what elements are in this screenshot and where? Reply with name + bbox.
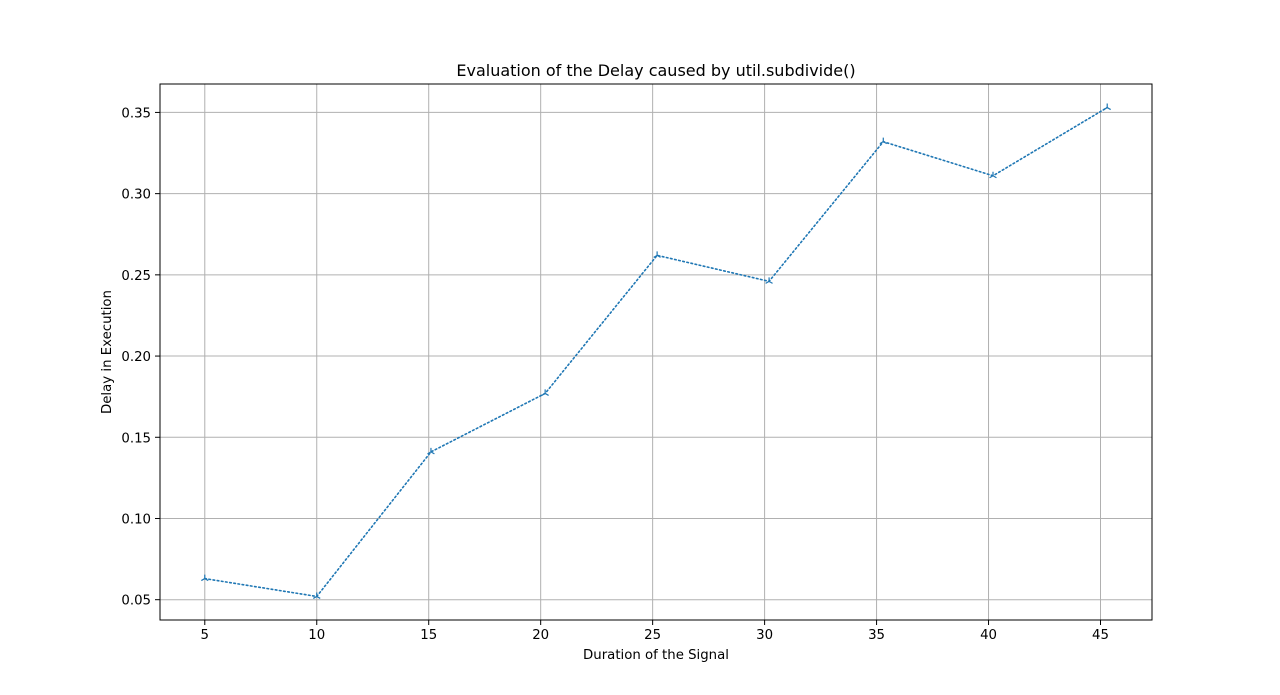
data-point-marker <box>201 574 209 582</box>
data-point-marker <box>312 592 321 599</box>
x-tick-label: 35 <box>868 628 885 643</box>
grid-lines <box>160 84 1152 620</box>
x-axis-label: Duration of the Signal <box>583 648 729 663</box>
x-tick-label: 20 <box>532 628 549 643</box>
data-point-marker <box>427 447 435 455</box>
x-tick-label: 40 <box>980 628 997 643</box>
y-axis-label: Delay in Execution <box>100 290 115 414</box>
y-tick-label: 0.10 <box>121 512 151 527</box>
y-tick-label: 0.05 <box>121 594 151 609</box>
data-point-marker <box>879 137 888 145</box>
data-point-marker <box>1103 103 1111 111</box>
data-point-marker <box>989 171 997 179</box>
y-tick-label: 0.30 <box>121 188 151 203</box>
x-tick-label: 5 <box>201 628 209 643</box>
chart-title: Evaluation of the Delay caused by util.s… <box>456 61 855 80</box>
y-tick-label: 0.20 <box>121 350 151 365</box>
x-tick-label: 15 <box>420 628 437 643</box>
x-tick-label: 10 <box>308 628 325 643</box>
data-point-marker <box>541 389 549 396</box>
x-tick-label: 45 <box>1092 628 1109 643</box>
y-tick-label: 0.25 <box>121 269 151 284</box>
x-tick-label: 30 <box>756 628 773 643</box>
data-series <box>201 103 1111 599</box>
x-tick-label: 25 <box>644 628 661 643</box>
data-point-marker <box>653 251 661 258</box>
axis-ticks: 5 10 15 20 25 30 35 40 45 0.05 0.10 0.15 0.20 0.25 0.3… <box>121 106 1109 643</box>
y-tick-label: 0.35 <box>121 106 151 121</box>
plot-area-frame <box>159 83 1153 621</box>
data-point-marker <box>765 277 773 284</box>
y-tick-label: 0.15 <box>121 431 151 446</box>
series-line <box>203 106 1109 598</box>
